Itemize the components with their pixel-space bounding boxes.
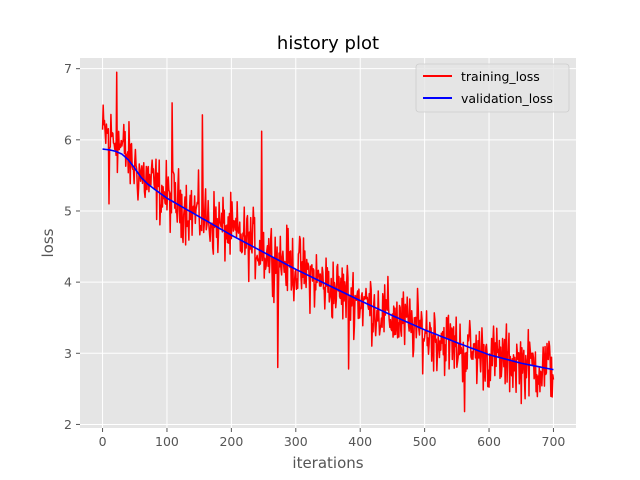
x-tick-label: 400 <box>348 434 372 449</box>
y-tick-label: 3 <box>64 346 72 361</box>
legend-label-validation-loss: validation_loss <box>461 91 553 106</box>
x-axis-ticks: 0 100 200 300 400 500 600 700 <box>99 428 566 449</box>
legend: training_loss validation_loss <box>415 63 570 113</box>
y-tick-label: 7 <box>64 61 72 76</box>
series-line-validation-loss <box>102 148 554 371</box>
x-tick-label: 600 <box>477 434 501 449</box>
x-tick-label: 200 <box>219 434 243 449</box>
y-tick-label: 4 <box>64 275 72 290</box>
x-tick-label: 300 <box>284 434 308 449</box>
y-tick-label: 6 <box>64 132 72 147</box>
y-tick-label: 5 <box>64 203 72 218</box>
y-axis-ticks: 2 3 4 5 6 7 <box>64 61 80 432</box>
chart-title: history plot <box>277 33 379 54</box>
y-tick-label: 2 <box>64 417 72 432</box>
series-line-training-loss <box>101 71 555 413</box>
x-tick-label: 700 <box>542 434 566 449</box>
plot-area <box>80 58 576 428</box>
x-axis-label: iterations <box>292 454 363 472</box>
legend-box <box>415 63 570 113</box>
x-tick-label: 0 <box>99 434 107 449</box>
x-tick-label: 500 <box>413 434 437 449</box>
y-axis-label: loss <box>39 228 57 257</box>
x-tick-label: 100 <box>155 434 179 449</box>
legend-label-training-loss: training_loss <box>461 69 540 84</box>
